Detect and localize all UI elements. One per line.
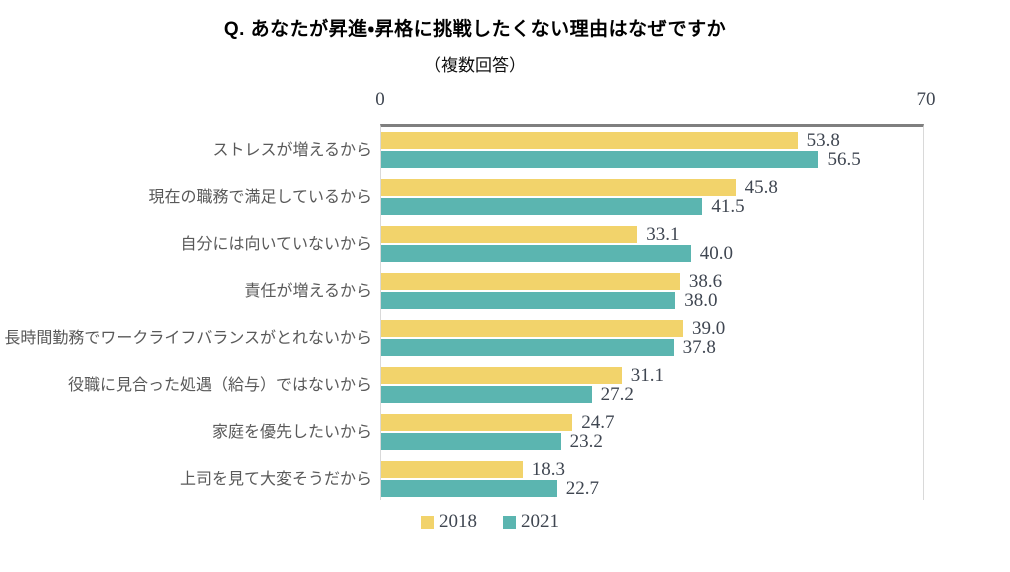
value-label-2021: 27.2 <box>600 384 634 405</box>
bar-2021 <box>381 480 557 497</box>
bar-line-2021: 41.5 <box>381 196 923 217</box>
bar-2021 <box>381 292 676 309</box>
legend: 2018 2021 <box>0 511 980 533</box>
value-label-2018: 45.8 <box>744 177 778 198</box>
bar-line-2018: 45.8 <box>381 177 923 198</box>
bar-row: 24.7 23.2 <box>381 409 923 456</box>
legend-swatch-2021 <box>503 515 516 529</box>
category-label: 上司を見て大変そうだから <box>179 470 372 488</box>
x-axis: 0 70 <box>375 90 935 110</box>
category-label: 役職に見合った処遇（給与）ではないから <box>67 376 372 394</box>
bar-line-2021: 37.8 <box>381 337 923 358</box>
bar-2018 <box>381 132 798 149</box>
chart-header: Q. あなたが昇進・昇格に挑戦したくない理由はなぜですか （複数回答） <box>0 0 950 76</box>
category-label: 責任が増えるから <box>244 282 372 300</box>
bar-line-2021: 56.5 <box>381 149 923 170</box>
plot-area: 53.8 56.5 45.8 41.5 33.1 40.0 38.6 38.0 39.0 37.8… <box>380 124 924 500</box>
bar-line-2018: 24.7 <box>381 412 923 433</box>
x-axis-tick-max: 70 <box>916 89 936 110</box>
bar-row: 39.0 37.8 <box>381 315 923 362</box>
bar-row: 45.8 41.5 <box>381 174 923 221</box>
bar-row: 31.1 27.2 <box>381 362 923 409</box>
legend-swatch-2018 <box>421 515 434 529</box>
bar-2018 <box>381 273 680 290</box>
value-label-2021: 40.0 <box>699 243 733 264</box>
category-label: 自分には向いていないから <box>180 235 372 253</box>
value-label-2021: 23.2 <box>569 431 603 452</box>
plot-column: 0 70 53.8 56.5 45.8 41.5 33.1 40.0 38.6 38.0 39.… <box>375 90 936 503</box>
bar-row: 38.6 38.0 <box>381 268 923 315</box>
category-label: 現在の職務で満足しているから <box>148 188 372 206</box>
value-label-2018: 31.1 <box>630 365 665 386</box>
bar-row: 53.8 56.5 <box>381 127 923 174</box>
bar-row: 18.3 22.7 <box>381 456 923 503</box>
value-label-2018: 24.7 <box>581 412 615 433</box>
category-label: 長時間勤務でワークライフバランスがとれないから <box>4 329 372 347</box>
bar-line-2018: 33.1 <box>381 224 923 245</box>
legend-item-2021: 2021 <box>503 511 559 533</box>
bar-line-2018: 38.6 <box>381 271 923 292</box>
bar-2018 <box>381 461 523 478</box>
bar-2018 <box>381 179 736 196</box>
bar-2021 <box>381 433 561 450</box>
bar-2021 <box>381 339 674 356</box>
category-label: 家庭を優先したいから <box>211 423 372 441</box>
value-label-2018: 38.6 <box>688 271 723 292</box>
category-label: ストレスが増えるから <box>212 141 372 159</box>
bar-line-2018: 39.0 <box>381 318 923 339</box>
bar-2021 <box>381 198 703 215</box>
bar-line-2021: 27.2 <box>381 384 923 405</box>
value-label-2018: 33.1 <box>646 224 680 245</box>
bar-line-2021: 23.2 <box>381 431 923 452</box>
chart-subtitle: （複数回答） <box>424 56 526 75</box>
chart-title: Q. あなたが昇進・昇格に挑戦したくない理由はなぜですか <box>223 19 727 40</box>
bar-2018 <box>381 414 573 431</box>
bar-2021 <box>381 386 592 403</box>
legend-label-2021: 2021 <box>521 511 559 532</box>
bar-2018 <box>381 367 622 384</box>
bar-line-2021: 38.0 <box>381 290 923 311</box>
bar-2021 <box>381 151 819 168</box>
value-label-2021: 38.0 <box>684 290 718 311</box>
value-label-2018: 18.3 <box>531 459 565 480</box>
value-label-2021: 37.8 <box>682 337 716 358</box>
bar-line-2018: 18.3 <box>381 459 923 480</box>
value-label-2021: 56.5 <box>827 149 861 170</box>
x-axis-tick-min: 0 <box>375 89 385 110</box>
bar-2021 <box>381 245 691 262</box>
bar-line-2021: 22.7 <box>381 478 923 499</box>
value-label-2021: 22.7 <box>565 478 599 499</box>
category-axis: ストレスが増えるから現在の職務で満足しているから自分には向いていないから責任が増… <box>0 90 380 503</box>
value-label-2021: 41.5 <box>711 196 745 217</box>
legend-item-2018: 2018 <box>421 511 477 533</box>
bar-row: 33.1 40.0 <box>381 221 923 268</box>
bar-2018 <box>381 226 638 243</box>
chart-body: ストレスが増えるから現在の職務で満足しているから自分には向いていないから責任が増… <box>0 90 1010 503</box>
legend-label-2018: 2018 <box>439 511 477 532</box>
bar-line-2018: 53.8 <box>381 130 923 151</box>
value-label-2018: 53.8 <box>806 130 840 151</box>
bar-line-2021: 40.0 <box>381 243 923 264</box>
value-label-2018: 39.0 <box>691 318 726 339</box>
bar-line-2018: 31.1 <box>381 365 923 386</box>
bar-2018 <box>381 320 683 337</box>
